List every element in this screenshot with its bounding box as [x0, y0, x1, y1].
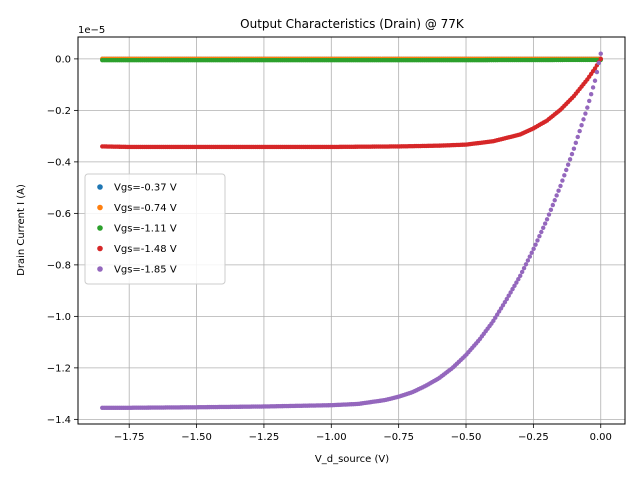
- data-point: [579, 123, 584, 128]
- legend-label: Vgs=-1.85 V: [114, 265, 177, 276]
- legend-label: Vgs=-0.37 V: [114, 183, 177, 194]
- axis-ticks: −1.75 −1.50 −1.25 −1.00 −0.75 −0.50 −0.25 0.00 −…: [47, 54, 612, 443]
- y-tick-label: −0.6: [47, 209, 71, 220]
- data-point: [587, 98, 592, 104]
- x-tick-label: −0.75: [383, 432, 414, 443]
- data-point: [585, 105, 590, 110]
- data-point: [573, 140, 579, 146]
- data-point: [512, 283, 517, 289]
- data-point: [506, 293, 511, 298]
- series-3: [100, 57, 603, 63]
- data-point: [527, 254, 533, 259]
- data-point: [521, 265, 527, 271]
- legend-marker: [97, 204, 103, 211]
- data-point: [554, 193, 559, 198]
- data-point: [562, 173, 567, 178]
- x-tick-label: −1.25: [249, 432, 280, 443]
- y-axis-label: Drain Current I (A): [16, 184, 27, 276]
- x-tick-label: −1.75: [114, 432, 145, 443]
- y-tick-label: −1.4: [47, 415, 71, 426]
- data-point: [525, 258, 531, 263]
- data-point: [546, 212, 552, 217]
- data-point: [504, 296, 510, 302]
- y-tick-label: −0.4: [47, 157, 71, 168]
- data-point: [598, 56, 603, 62]
- legend-marker: [97, 184, 103, 190]
- data-point: [502, 299, 508, 305]
- series-4: [100, 56, 603, 150]
- data-point: [558, 183, 563, 189]
- data-point: [560, 178, 565, 183]
- data-point: [588, 91, 594, 97]
- x-tick-label: −0.50: [451, 432, 482, 443]
- data-point: [533, 242, 538, 247]
- legend: Vgs=-0.37 V Vgs=-0.74 V Vgs=-1.11 V Vgs=-1.…: [84, 173, 226, 285]
- data-point: [564, 167, 569, 173]
- data-point: [565, 162, 571, 167]
- data-point: [531, 246, 536, 252]
- y-tick-label: −0.2: [47, 106, 71, 117]
- data-point: [592, 78, 598, 83]
- data-point: [523, 262, 529, 267]
- data-point: [519, 269, 525, 275]
- series-5: [100, 51, 603, 410]
- grid: [78, 37, 625, 424]
- chart-title: Output Characteristics (Drain) @ 77K: [240, 17, 465, 31]
- legend-label: Vgs=-1.11 V: [114, 224, 177, 235]
- data-point: [508, 290, 513, 295]
- data-point: [552, 198, 557, 203]
- data-point: [542, 221, 548, 226]
- data-point: [514, 280, 519, 285]
- data-point: [567, 157, 573, 162]
- y-offset-label: 1e−5: [78, 25, 105, 36]
- data-point: [550, 202, 556, 208]
- legend-box: [84, 173, 226, 285]
- data-point: [548, 207, 554, 212]
- data-point: [544, 217, 550, 222]
- plot-data: [100, 51, 603, 410]
- data-point: [539, 229, 544, 235]
- data-point: [556, 188, 561, 193]
- y-tick-label: −1.2: [47, 363, 71, 374]
- data-point: [594, 69, 600, 75]
- data-point: [581, 117, 586, 122]
- legend-marker: [97, 245, 103, 252]
- data-point: [518, 273, 523, 279]
- legend-label: Vgs=-0.74 V: [114, 203, 177, 214]
- data-point: [598, 51, 603, 56]
- data-point: [529, 250, 534, 255]
- data-point: [535, 238, 540, 243]
- data-point: [571, 146, 577, 151]
- data-point: [569, 151, 575, 157]
- legend-label: Vgs=-1.48 V: [114, 244, 177, 255]
- legend-marker: [97, 225, 103, 231]
- y-tick-label: −1.0: [47, 312, 71, 323]
- data-point: [537, 234, 542, 239]
- data-point: [583, 111, 588, 116]
- data-point: [577, 128, 582, 134]
- plot-frame: [77, 36, 626, 425]
- data-point: [516, 277, 521, 282]
- data-point: [510, 286, 515, 292]
- y-tick-label: 0.0: [55, 54, 71, 65]
- x-axis-label: V_d_source (V): [315, 454, 389, 465]
- legend-marker: [97, 266, 103, 272]
- data-point: [590, 85, 596, 90]
- data-point: [541, 225, 546, 230]
- x-tick-label: −1.00: [316, 432, 347, 443]
- data-point: [596, 60, 602, 66]
- x-tick-label: −1.50: [181, 432, 212, 443]
- y-tick-label: −0.8: [47, 260, 71, 271]
- data-point: [575, 134, 580, 140]
- x-tick-label: 0.00: [590, 432, 612, 443]
- x-tick-label: −0.25: [518, 432, 549, 443]
